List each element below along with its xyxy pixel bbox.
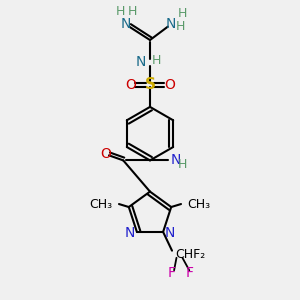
Text: O: O <box>164 78 175 92</box>
Text: N: N <box>125 226 135 240</box>
Text: CH₃: CH₃ <box>89 197 112 211</box>
Text: H: H <box>176 20 185 33</box>
Text: CHF₂: CHF₂ <box>175 248 205 261</box>
Text: H: H <box>178 158 188 171</box>
Text: H: H <box>152 54 161 67</box>
Text: N: N <box>165 226 175 240</box>
Text: F: F <box>168 266 176 280</box>
Text: CH₃: CH₃ <box>188 197 211 211</box>
Text: F: F <box>185 266 193 280</box>
Text: H: H <box>116 5 125 18</box>
Text: N: N <box>166 17 176 31</box>
Text: N: N <box>121 17 131 31</box>
Text: S: S <box>145 77 155 92</box>
Text: N: N <box>171 153 181 167</box>
Text: H: H <box>178 7 188 20</box>
Text: H: H <box>128 5 137 18</box>
Text: N: N <box>135 55 146 69</box>
Text: O: O <box>100 148 111 161</box>
Text: O: O <box>125 78 136 92</box>
